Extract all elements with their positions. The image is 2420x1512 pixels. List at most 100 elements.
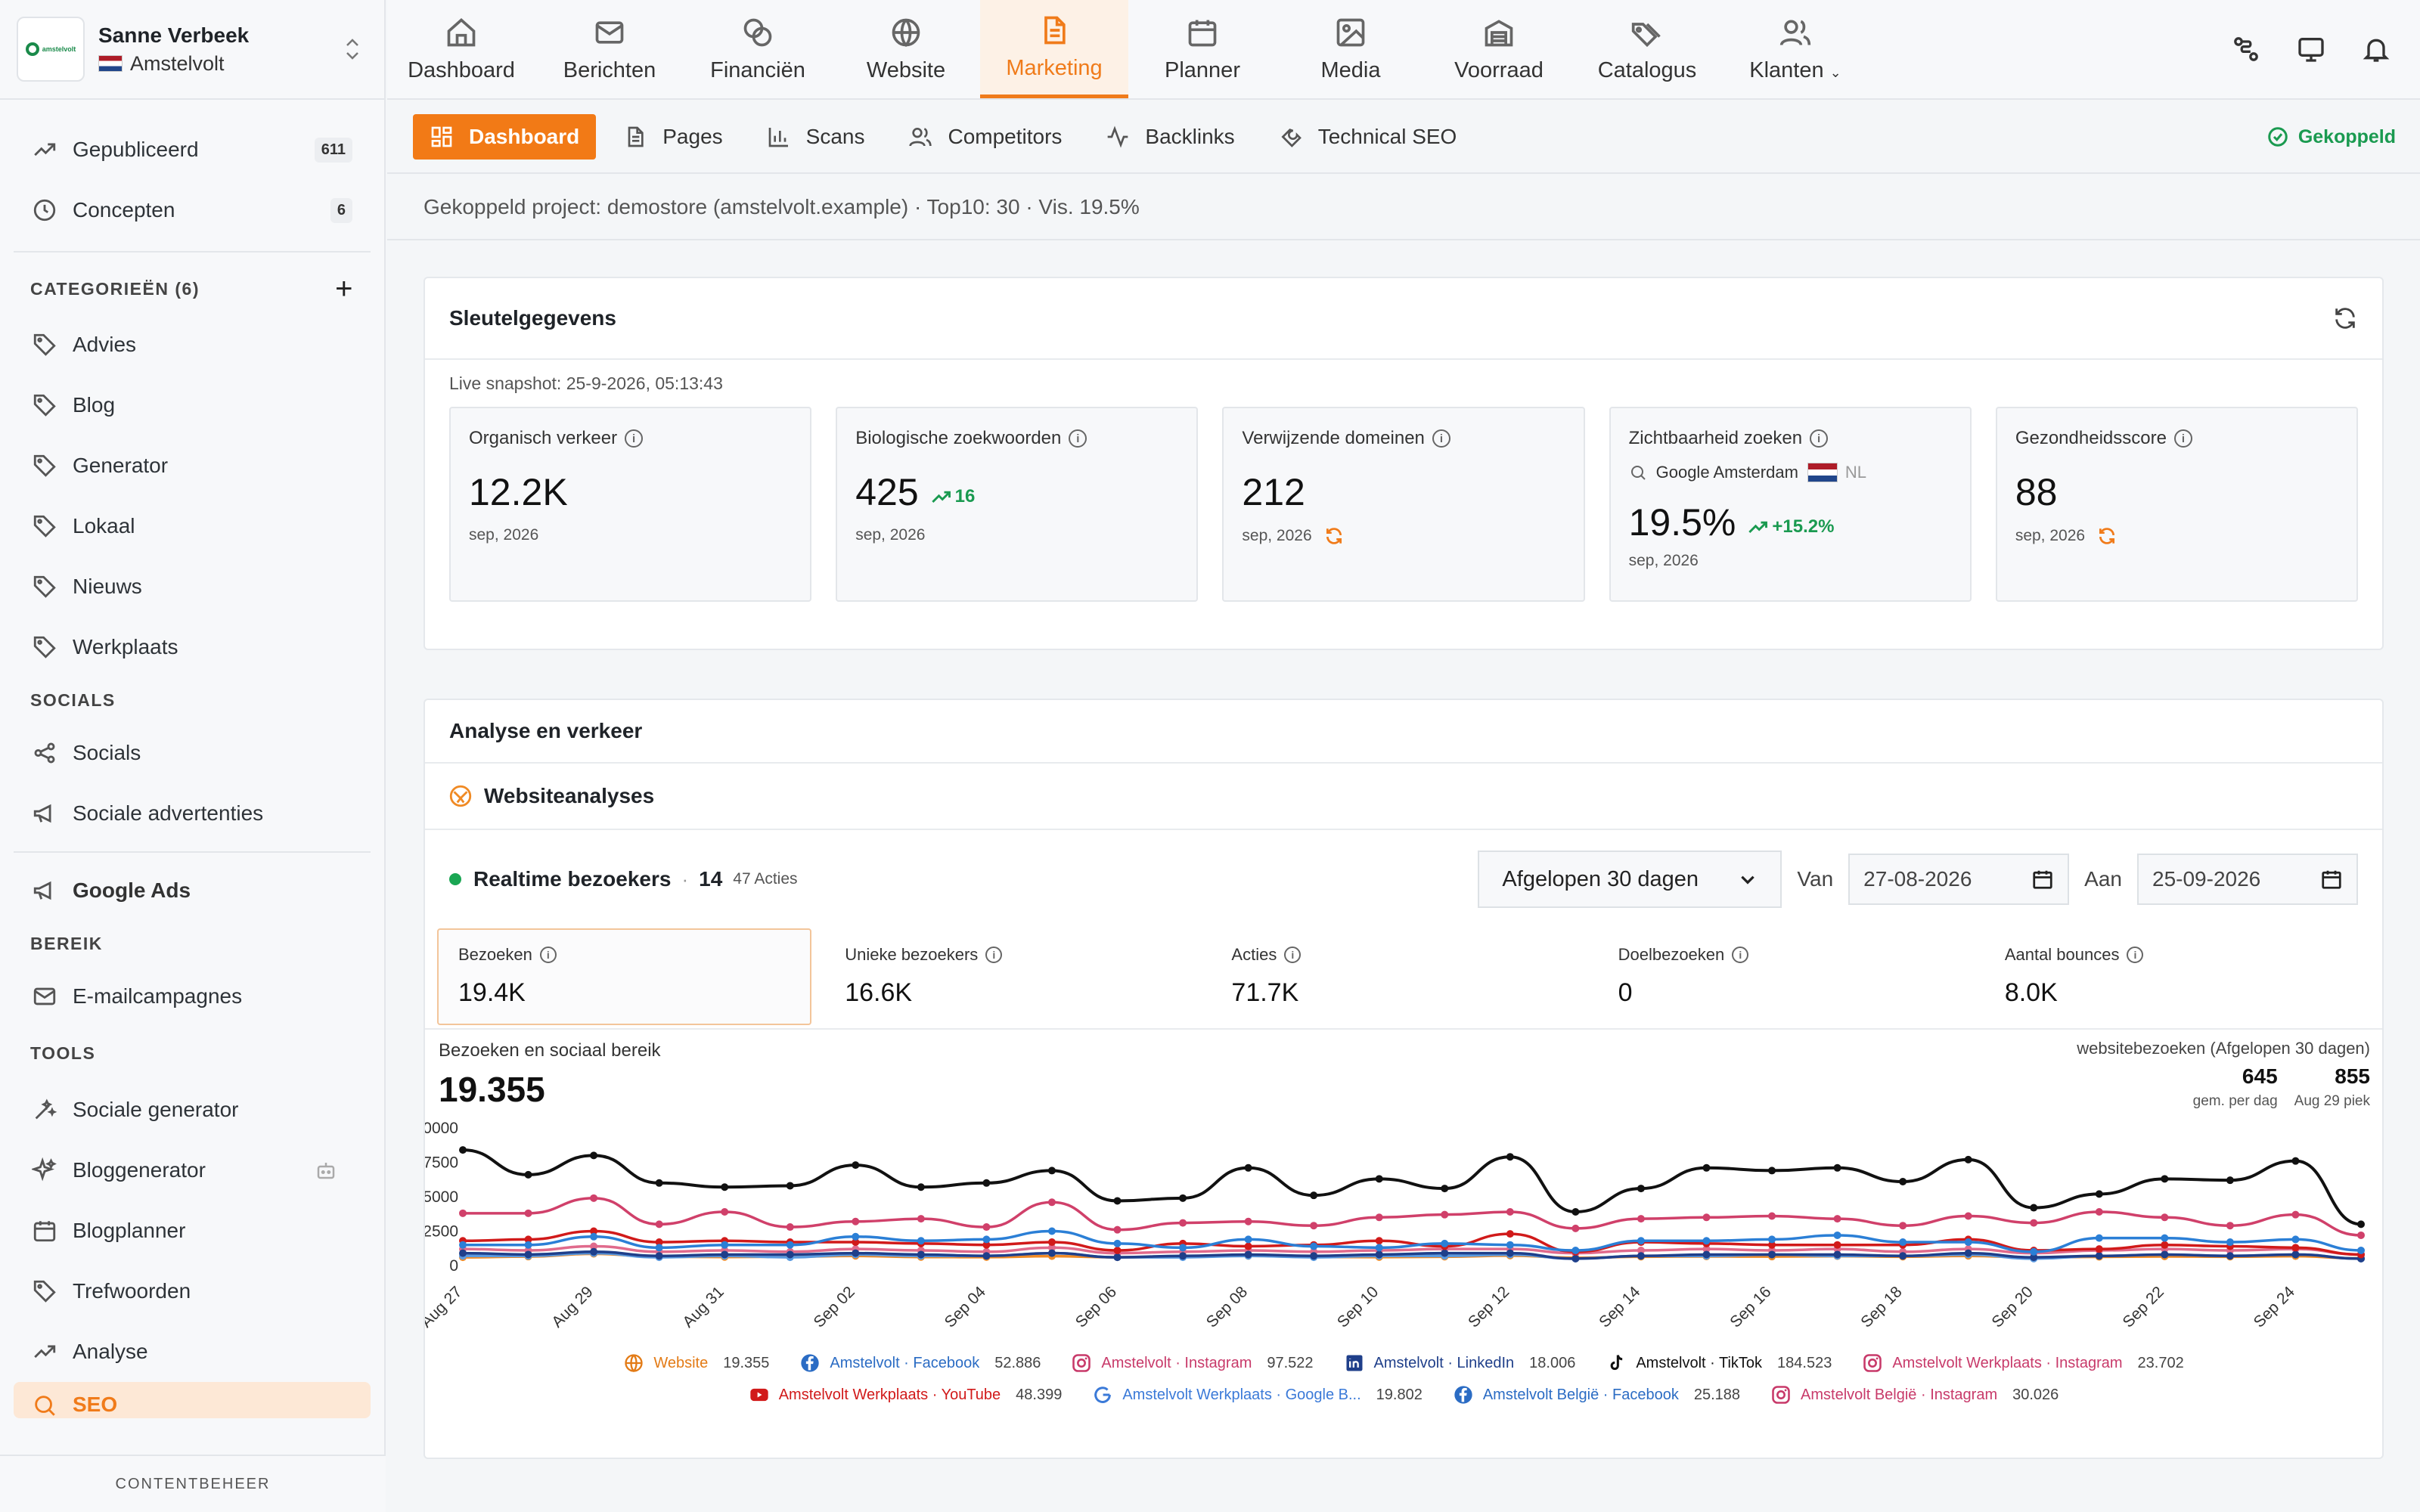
data-point[interactable] — [459, 1209, 467, 1217]
data-point[interactable] — [2291, 1244, 2300, 1252]
from-date-input[interactable]: 27-08-2026 — [1848, 854, 2070, 905]
data-point[interactable] — [1375, 1175, 1383, 1183]
data-point[interactable] — [1637, 1237, 1645, 1245]
data-point[interactable] — [1047, 1227, 1056, 1235]
data-point[interactable] — [1244, 1242, 1252, 1250]
data-point[interactable] — [1506, 1153, 1514, 1161]
sidebar-item-category[interactable]: Generator — [14, 435, 371, 496]
data-point[interactable] — [1702, 1245, 1711, 1253]
data-point[interactable] — [1768, 1250, 1776, 1259]
legend-item[interactable]: Amstelvolt Werkplaats · Instagram 23.702 — [1862, 1352, 2184, 1374]
data-point[interactable] — [1768, 1235, 1776, 1244]
data-point[interactable] — [524, 1209, 532, 1217]
refresh-icon[interactable] — [1324, 526, 1344, 546]
data-point[interactable] — [2161, 1250, 2169, 1259]
add-category-icon[interactable]: + — [335, 271, 354, 305]
data-point[interactable] — [590, 1227, 598, 1235]
data-point[interactable] — [655, 1238, 663, 1247]
data-point[interactable] — [1833, 1231, 1841, 1239]
data-point[interactable] — [1571, 1208, 1580, 1216]
data-point[interactable] — [1637, 1252, 1645, 1260]
data-point[interactable] — [1244, 1235, 1252, 1244]
sidebar-item-category[interactable]: Lokaal — [14, 496, 371, 556]
legend-item[interactable]: Amstelvolt · LinkedIn 18.006 — [1344, 1352, 1575, 1374]
data-point[interactable] — [2291, 1210, 2300, 1219]
metric-unique-visitors[interactable]: Unieke bezoekers i 16.6K — [824, 928, 1198, 1025]
data-point[interactable] — [2161, 1175, 2169, 1183]
data-point[interactable] — [2226, 1238, 2234, 1247]
data-point[interactable] — [2095, 1245, 2103, 1253]
data-point[interactable] — [524, 1250, 532, 1259]
data-point[interactable] — [1768, 1241, 1776, 1249]
data-point[interactable] — [852, 1249, 860, 1257]
data-point[interactable] — [2030, 1247, 2038, 1256]
nav-website[interactable]: Website — [832, 0, 980, 98]
data-point[interactable] — [1047, 1238, 1056, 1247]
data-point[interactable] — [1113, 1239, 1122, 1247]
data-point[interactable] — [1637, 1185, 1645, 1193]
legend-item[interactable]: Amstelvolt · Instagram 97.522 — [1071, 1352, 1314, 1374]
subnav-technical-seo[interactable]: Technical SEO — [1262, 114, 1474, 160]
data-point[interactable] — [982, 1241, 991, 1249]
data-point[interactable] — [2226, 1222, 2234, 1230]
info-icon[interactable]: i — [1284, 947, 1302, 963]
nav-finance[interactable]: Financiën — [684, 0, 832, 98]
data-point[interactable] — [2357, 1231, 2365, 1239]
data-point[interactable] — [1637, 1246, 1645, 1254]
bell-icon[interactable] — [2361, 34, 2391, 64]
data-point[interactable] — [1702, 1213, 1711, 1222]
info-icon[interactable]: i — [2173, 429, 2192, 448]
data-point[interactable] — [655, 1220, 663, 1228]
info-icon[interactable]: i — [1432, 429, 1450, 448]
info-icon[interactable]: i — [1810, 429, 1829, 448]
data-point[interactable] — [786, 1241, 794, 1249]
legend-item[interactable]: Amstelvolt · Facebook 52.886 — [799, 1352, 1041, 1374]
nav-planner[interactable]: Planner — [1128, 0, 1277, 98]
data-point[interactable] — [1441, 1210, 1449, 1219]
data-point[interactable] — [2226, 1252, 2234, 1260]
metric-goal-visits[interactable]: Doelbezoeken i 0 — [1597, 928, 1972, 1025]
data-point[interactable] — [590, 1232, 598, 1241]
data-point[interactable] — [1375, 1213, 1383, 1222]
data-point[interactable] — [1244, 1163, 1252, 1172]
data-point[interactable] — [1179, 1219, 1187, 1227]
data-point[interactable] — [2030, 1219, 2038, 1227]
data-point[interactable] — [2291, 1250, 2300, 1259]
data-point[interactable] — [2357, 1220, 2365, 1228]
data-point[interactable] — [1441, 1239, 1449, 1247]
data-point[interactable] — [590, 1151, 598, 1160]
info-icon[interactable]: i — [1069, 429, 1087, 448]
data-point[interactable] — [2357, 1246, 2365, 1254]
data-point[interactable] — [524, 1241, 532, 1249]
data-point[interactable] — [1899, 1177, 1907, 1185]
legend-item[interactable]: Amstelvolt België · Instagram 30.026 — [1770, 1384, 2059, 1405]
sidebar-item-keywords[interactable]: Trefwoorden — [14, 1261, 371, 1321]
data-point[interactable] — [1964, 1212, 1972, 1220]
sidebar-item-social-ads[interactable]: Sociale advertenties — [14, 783, 371, 844]
switch-icon[interactable] — [2231, 34, 2261, 64]
data-point[interactable] — [917, 1237, 925, 1245]
sidebar-item-seo[interactable]: SEO — [14, 1382, 371, 1418]
data-point[interactable] — [1441, 1249, 1449, 1257]
data-point[interactable] — [590, 1194, 598, 1202]
info-icon[interactable]: i — [2127, 947, 2144, 963]
sidebar-item-category[interactable]: Blog — [14, 375, 371, 435]
sidebar-item-socials[interactable]: Socials — [14, 723, 371, 783]
info-icon[interactable]: i — [985, 947, 1003, 963]
data-point[interactable] — [1113, 1253, 1122, 1262]
data-point[interactable] — [1310, 1252, 1318, 1260]
data-point[interactable] — [917, 1183, 925, 1191]
data-point[interactable] — [1506, 1249, 1514, 1257]
data-point[interactable] — [917, 1250, 925, 1259]
data-point[interactable] — [982, 1223, 991, 1232]
data-point[interactable] — [1899, 1252, 1907, 1260]
sidebar-item-social-generator[interactable]: Sociale generator — [14, 1080, 371, 1140]
data-point[interactable] — [2095, 1252, 2103, 1260]
metric-actions[interactable]: Acties i 71.7K — [1210, 928, 1584, 1025]
data-point[interactable] — [2030, 1253, 2038, 1262]
data-point[interactable] — [1441, 1185, 1449, 1193]
sidebar-item-blog-planner[interactable]: Blogplanner — [14, 1201, 371, 1261]
data-point[interactable] — [1047, 1167, 1056, 1175]
data-point[interactable] — [1310, 1191, 1318, 1200]
data-point[interactable] — [1506, 1208, 1514, 1216]
